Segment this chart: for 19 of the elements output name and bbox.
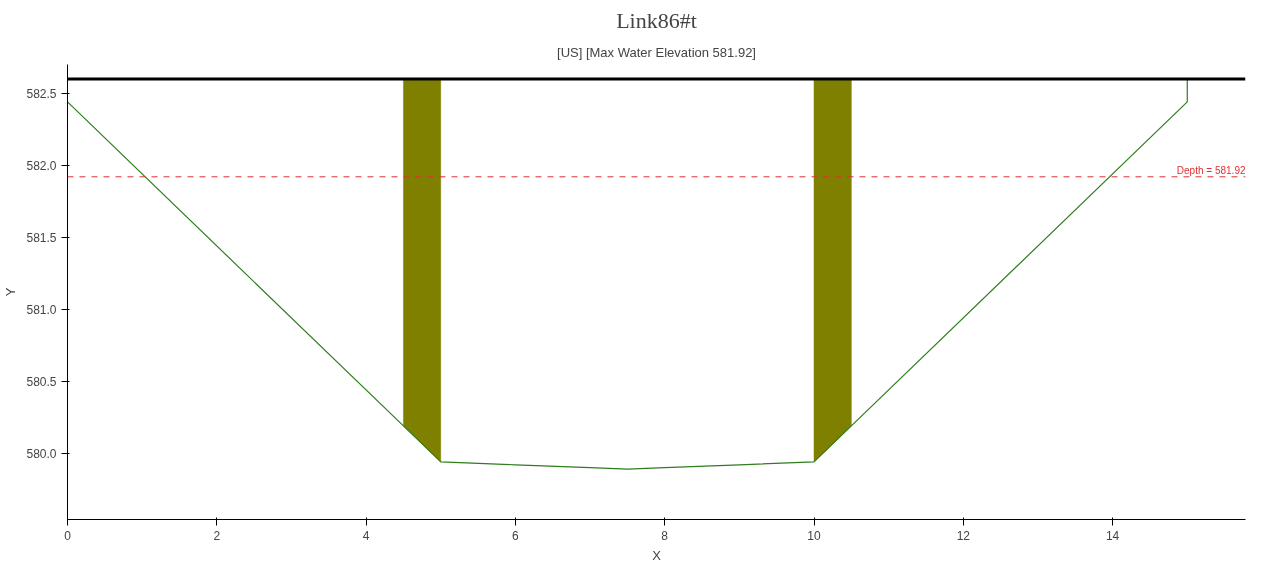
chart-subtitle: [US] [Max Water Elevation 581.92] bbox=[557, 44, 756, 60]
x-tick-label: 4 bbox=[362, 528, 370, 543]
ref-line-label: Depth = 581.92 bbox=[1176, 164, 1246, 176]
y-tick-label: 580.0 bbox=[26, 446, 57, 461]
y-tick-label: 582.0 bbox=[26, 158, 57, 173]
y-axis-title: Y bbox=[3, 287, 19, 297]
y-tick-label: 582.5 bbox=[26, 86, 57, 101]
x-tick-label: 12 bbox=[956, 528, 971, 543]
x-tick-label: 8 bbox=[661, 528, 669, 543]
x-tick-label: 2 bbox=[213, 528, 221, 543]
y-tick-label: 581.0 bbox=[26, 302, 57, 317]
y-tick-label: 580.5 bbox=[26, 374, 57, 389]
x-tick-label: 10 bbox=[807, 528, 822, 543]
x-tick-label: 6 bbox=[512, 528, 520, 543]
x-tick-label: 0 bbox=[64, 528, 72, 543]
chart-title: Link86#t bbox=[616, 7, 697, 33]
y-tick-label: 581.5 bbox=[26, 230, 57, 245]
x-tick-label: 14 bbox=[1105, 528, 1120, 543]
x-axis-title: X bbox=[652, 547, 662, 563]
